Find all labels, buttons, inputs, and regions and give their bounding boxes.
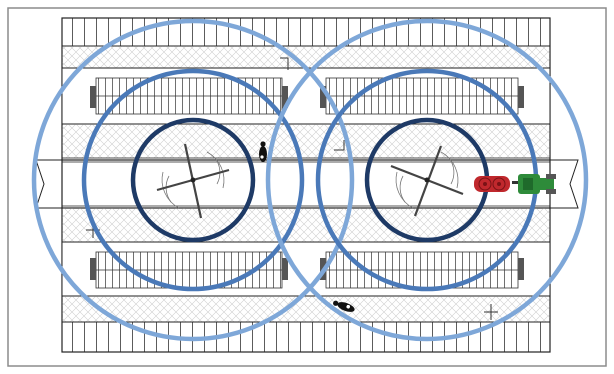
fan-icon: [390, 145, 464, 217]
stall-row-top: [61, 17, 551, 69]
coverage-ring-mid: [81, 68, 305, 292]
coverage-ring-outer: [31, 18, 355, 342]
feed-alley: [35, 159, 579, 209]
pen-row-lower: [61, 241, 551, 297]
tractor-icon: [512, 174, 556, 194]
coverage-ring-outer: [265, 18, 589, 342]
hose-reel-icon: [474, 176, 510, 192]
fan-icon: [156, 143, 230, 219]
fan-coverage-left: [31, 18, 355, 342]
coverage-ring-inner: [130, 117, 256, 243]
cow-icon: [259, 141, 267, 162]
gate-marks: [86, 57, 498, 320]
stall-row-bottom: [61, 295, 551, 353]
cow-icon: [333, 300, 355, 312]
alley-upper: [61, 123, 551, 159]
